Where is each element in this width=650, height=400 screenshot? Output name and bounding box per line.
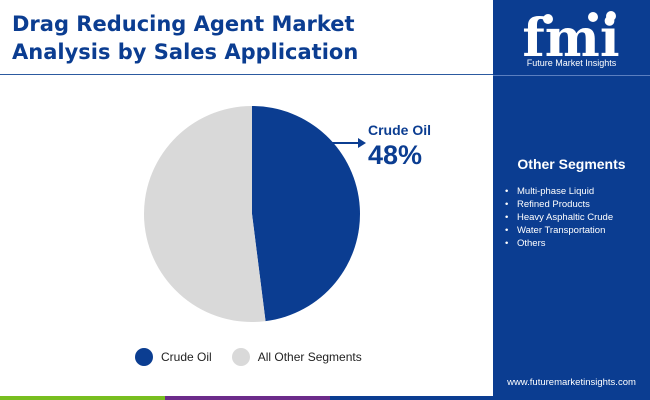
pie-slice-all-other-segments <box>144 106 266 322</box>
legend-label-other-segments: All Other Segments <box>258 350 362 364</box>
callout-arrow <box>332 138 366 148</box>
other-segments-title: Other Segments <box>493 156 650 172</box>
segment-item: Water Transportation <box>505 224 613 237</box>
segment-item: Others <box>505 237 613 250</box>
legend-swatch-crude-oil <box>135 348 153 366</box>
title-line-2: Analysis by Sales Application <box>12 38 482 66</box>
other-segments-list: Multi-phase Liquid Refined Products Heav… <box>505 185 613 250</box>
segment-item: Multi-phase Liquid <box>505 185 613 198</box>
logo-caption: Future Market Insights <box>493 58 650 68</box>
side-divider <box>493 75 650 76</box>
chart-title: Drag Reducing Agent Market Analysis by S… <box>12 10 482 66</box>
pie-slice-crude-oil <box>252 106 360 321</box>
pie-chart <box>0 80 493 340</box>
legend-item-crude-oil: Crude Oil <box>135 348 212 366</box>
footer-bar-blue <box>330 396 493 400</box>
title-divider <box>0 74 493 75</box>
callout-label: Crude Oil <box>368 122 431 138</box>
segment-item: Refined Products <box>505 198 613 211</box>
segment-item: Heavy Asphaltic Crude <box>505 211 613 224</box>
footer-bar-purple <box>165 396 330 400</box>
side-panel: fmi Future Market Insights Other Segment… <box>493 0 650 400</box>
footer-bar-green <box>0 396 165 400</box>
callout-value: 48% <box>368 140 422 171</box>
legend-swatch-other-segments <box>232 348 250 366</box>
legend-item-other-segments: All Other Segments <box>232 348 362 366</box>
legend-label-crude-oil: Crude Oil <box>161 350 212 364</box>
website-url: www.futuremarketinsights.com <box>493 377 650 388</box>
title-line-1: Drag Reducing Agent Market <box>12 10 482 38</box>
chart-legend: Crude Oil All Other Segments <box>135 348 382 366</box>
